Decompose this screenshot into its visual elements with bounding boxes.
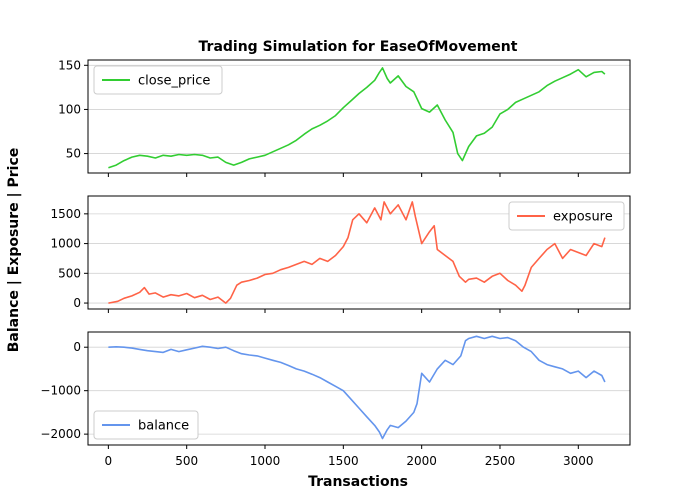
y-tick-label-exposure: 500 xyxy=(58,266,81,280)
x-tick-label: 2000 xyxy=(406,454,437,468)
x-tick-label: 0 xyxy=(105,454,113,468)
y-tick-label-balance: −2000 xyxy=(40,427,81,441)
x-tick-label: 2500 xyxy=(485,454,516,468)
panel-frame-close_price xyxy=(87,59,631,174)
y-tick-label-close_price: 50 xyxy=(66,147,81,161)
legend-close_price: close_price xyxy=(93,65,223,95)
legend-balance: balance xyxy=(93,410,199,440)
legend-label-balance: balance xyxy=(138,419,189,434)
panel-frame-exposure xyxy=(87,195,631,310)
panel-exposure: 0 500 1000 1500 exposure xyxy=(50,195,631,313)
x-tick-label: 1000 xyxy=(250,454,281,468)
legend-box-balance xyxy=(93,410,199,440)
legend-label-exposure: exposure xyxy=(553,210,613,225)
x-tick-label: 3000 xyxy=(563,454,594,468)
series-line-close_price xyxy=(108,67,606,169)
legend-box-exposure xyxy=(508,201,625,231)
panel-close_price: 50 100 150 close_price xyxy=(58,58,631,177)
x-axis-label: Transactions xyxy=(308,474,408,490)
y-tick-label-exposure: 0 xyxy=(73,296,81,310)
panel-balance: 0 −1000 −2000 balance xyxy=(40,331,631,449)
chart-title: Trading Simulation for EaseOfMovement xyxy=(199,39,518,55)
y-tick-label-balance: −1000 xyxy=(40,384,81,398)
panel-frame-balance xyxy=(87,331,631,446)
y-tick-label-close_price: 100 xyxy=(58,102,81,116)
x-tick-label: 500 xyxy=(175,454,198,468)
legend-box-close_price xyxy=(93,65,223,95)
series-line-balance xyxy=(108,335,606,440)
y-tick-label-exposure: 1000 xyxy=(50,237,81,251)
y-tick-label-exposure: 1500 xyxy=(50,207,81,221)
y-tick-label-balance: 0 xyxy=(73,340,81,354)
legend-exposure: exposure xyxy=(508,201,625,231)
y-tick-label-close_price: 150 xyxy=(58,58,81,72)
y-axis-label: Balance | Exposure | Price xyxy=(6,148,22,353)
x-tick-label: 1500 xyxy=(328,454,359,468)
legend-label-close_price: close_price xyxy=(138,74,210,89)
series-line-exposure xyxy=(108,201,606,304)
